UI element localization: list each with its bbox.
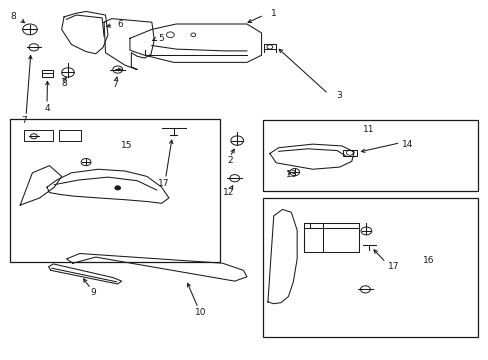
Text: 5: 5 — [159, 34, 164, 43]
Bar — [10, 119, 220, 262]
Bar — [24, 130, 53, 140]
Text: 15: 15 — [121, 141, 132, 150]
Bar — [59, 130, 81, 140]
Text: 4: 4 — [44, 104, 50, 113]
Bar — [263, 120, 477, 192]
Text: 17: 17 — [386, 262, 398, 271]
Text: 14: 14 — [401, 140, 413, 149]
Text: 16: 16 — [422, 256, 434, 265]
Text: 13: 13 — [285, 170, 296, 179]
Circle shape — [115, 186, 121, 190]
Text: 6: 6 — [117, 19, 123, 28]
Text: 9: 9 — [90, 288, 96, 297]
Text: 7: 7 — [112, 81, 118, 90]
Text: 7: 7 — [21, 116, 27, 125]
Text: 8: 8 — [61, 79, 67, 88]
Text: 12: 12 — [222, 188, 234, 197]
Text: 11: 11 — [363, 125, 374, 134]
Text: 1: 1 — [270, 9, 276, 18]
Text: 17: 17 — [158, 179, 169, 188]
Text: 2: 2 — [226, 156, 232, 165]
Bar — [263, 198, 477, 337]
Text: 3: 3 — [336, 91, 342, 100]
Text: 10: 10 — [194, 308, 206, 317]
Text: 8: 8 — [10, 12, 16, 21]
